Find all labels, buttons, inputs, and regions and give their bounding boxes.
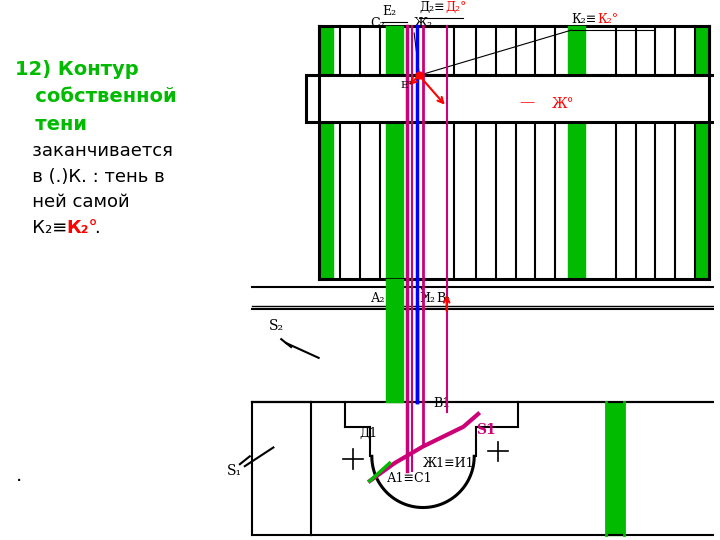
Text: .: . xyxy=(15,466,22,485)
Text: —: — xyxy=(520,95,535,109)
Text: S₁: S₁ xyxy=(227,464,242,478)
Text: В1: В1 xyxy=(433,397,450,410)
Text: S₂: S₂ xyxy=(269,319,284,333)
Text: заканчивается: заканчивается xyxy=(15,142,174,160)
Text: К₂≡: К₂≡ xyxy=(15,219,68,237)
Text: К₂≡: К₂≡ xyxy=(572,13,597,26)
Text: собственной: собственной xyxy=(15,87,177,106)
Text: Д₂°: Д₂° xyxy=(446,1,467,14)
Text: S1: S1 xyxy=(476,423,496,437)
Text: Ж°: Ж° xyxy=(552,97,575,111)
Text: Е°: Е° xyxy=(401,80,413,90)
Text: Д₂≡: Д₂≡ xyxy=(419,1,445,14)
Text: А1≡С1: А1≡С1 xyxy=(387,472,432,485)
Text: А₂: А₂ xyxy=(371,292,386,305)
Polygon shape xyxy=(306,75,719,122)
Text: Ж1≡И1: Ж1≡И1 xyxy=(423,457,474,470)
Text: 12) Контур: 12) Контур xyxy=(15,59,139,79)
Text: ней самой: ней самой xyxy=(15,193,130,212)
Text: В₂: В₂ xyxy=(436,292,450,305)
Text: .: . xyxy=(94,219,100,237)
Text: К₂°: К₂° xyxy=(67,219,98,237)
Text: Е₂: Е₂ xyxy=(382,5,397,18)
Text: И₂: И₂ xyxy=(419,292,435,305)
Text: тени: тени xyxy=(15,114,87,134)
Text: К₂°: К₂° xyxy=(598,13,618,26)
Text: С₂: С₂ xyxy=(370,17,385,30)
Text: в (.)К. : тень в: в (.)К. : тень в xyxy=(15,168,165,186)
Text: Ж₂: Ж₂ xyxy=(414,17,433,30)
Text: Д1: Д1 xyxy=(359,427,378,440)
